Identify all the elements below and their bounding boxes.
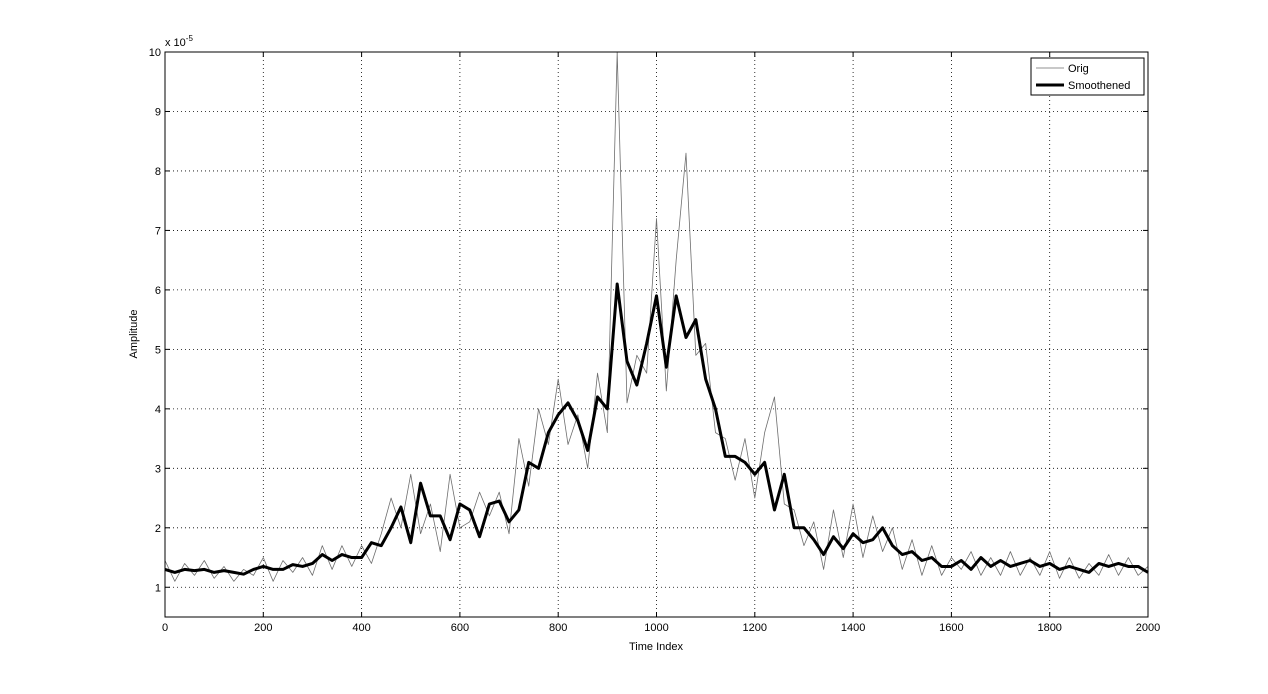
legend-label: Smoothened xyxy=(1068,80,1130,92)
series-line xyxy=(164,51,1149,582)
y-tick-label: 3 xyxy=(155,463,161,475)
y-tick-label: 2 xyxy=(155,523,161,535)
y-tick-label: 7 xyxy=(155,225,161,237)
x-tick-label: 0 xyxy=(162,622,168,634)
y-tick-label: 5 xyxy=(155,344,161,356)
x-tick-label: 1200 xyxy=(743,622,767,634)
y-tick-label: 9 xyxy=(155,106,161,118)
y-multiplier-exponent: -5 xyxy=(186,34,194,43)
x-tick-label: 1400 xyxy=(841,622,865,634)
x-tick-label: 1000 xyxy=(644,622,668,634)
legend-box xyxy=(1030,57,1145,96)
series-line xyxy=(164,282,1149,576)
axes-box xyxy=(164,51,1149,618)
y-tick-label: 8 xyxy=(155,166,161,178)
x-tick-label: 1800 xyxy=(1037,622,1061,634)
y-tick-label: 4 xyxy=(155,404,161,416)
y-tick-label: 10 xyxy=(149,47,161,59)
x-tick-label: 400 xyxy=(352,622,370,634)
y-multiplier-base: x 10 xyxy=(165,37,186,49)
y-tick-label: 1 xyxy=(155,582,161,594)
plot-area xyxy=(165,52,1148,617)
y-axis-label: Amplitude xyxy=(128,310,140,359)
legend-label: Orig xyxy=(1068,63,1089,75)
x-tick-label: 2000 xyxy=(1136,622,1160,634)
x-axis-label: Time Index xyxy=(629,641,684,653)
y-tick-label: 6 xyxy=(155,285,161,297)
y-multiplier: x 10-5 xyxy=(165,34,193,49)
x-tick-label: 1600 xyxy=(939,622,963,634)
x-tick-label: 600 xyxy=(451,622,469,634)
x-tick-label: 800 xyxy=(549,622,567,634)
x-tick-label: 200 xyxy=(254,622,272,634)
